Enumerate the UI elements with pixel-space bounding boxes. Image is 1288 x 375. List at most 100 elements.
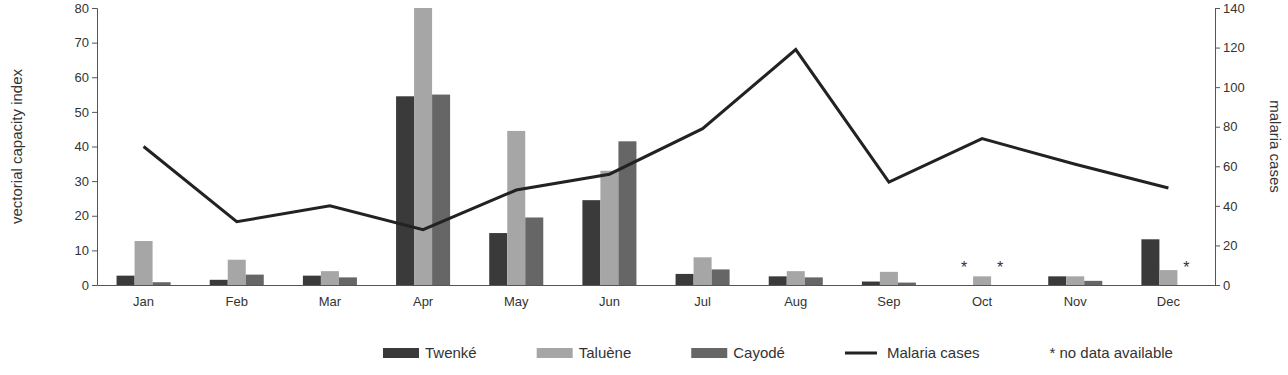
y-tick-label: 60 xyxy=(75,70,89,85)
y-tick: 50 xyxy=(75,105,97,120)
y-tick: 70 xyxy=(75,35,97,50)
bar xyxy=(432,95,450,285)
y-tick: 60 xyxy=(75,70,97,85)
y-tick-mark xyxy=(92,250,97,251)
y-tick-label: 20 xyxy=(75,208,89,223)
bar xyxy=(787,271,805,285)
y-tick: 40 xyxy=(75,139,97,154)
bar xyxy=(898,283,916,285)
bar xyxy=(769,276,787,285)
y2-tick-mark xyxy=(1215,48,1220,49)
x-tick: Aug xyxy=(784,285,807,309)
y2-tick-mark xyxy=(1215,285,1220,286)
x-tick-label: Nov xyxy=(1064,294,1088,309)
y2-tick-label: 80 xyxy=(1223,119,1237,134)
bar xyxy=(600,171,618,285)
y-tick: 10 xyxy=(75,243,97,258)
x-tick-label: Apr xyxy=(413,294,434,309)
bar xyxy=(880,272,898,285)
axis-line xyxy=(1216,9,1221,286)
y-tick-mark xyxy=(92,112,97,113)
annotations-layer: * * * xyxy=(961,259,1190,276)
y-tick-label: 80 xyxy=(75,1,89,16)
bar xyxy=(321,271,339,285)
x-tick: Oct xyxy=(972,285,993,309)
legend-item: Taluène xyxy=(537,344,632,361)
y2-axis: 0 20 40 60 80 100 120 140 xyxy=(1215,1,1245,293)
no-data-symbol: * xyxy=(997,259,1003,276)
x-tick: Jul xyxy=(694,285,711,309)
annotation: * no data available xyxy=(1050,344,1173,361)
x-tick: Feb xyxy=(226,285,248,309)
x-tick-label: Sep xyxy=(877,294,900,309)
bar xyxy=(228,260,246,285)
y-tick-mark xyxy=(92,77,97,78)
y-tick-label: 50 xyxy=(75,105,89,120)
y2-tick-mark xyxy=(1215,206,1220,207)
y2-tick-label: 100 xyxy=(1223,80,1245,95)
bar xyxy=(676,274,694,285)
x-tick-label: Jun xyxy=(599,294,620,309)
bar xyxy=(489,233,507,285)
y-tick: 20 xyxy=(75,208,97,223)
y2-tick-mark xyxy=(1215,87,1220,88)
no-data-symbol: * xyxy=(961,259,967,276)
legend-item: Twenké xyxy=(383,344,477,361)
bar xyxy=(153,282,171,285)
bar xyxy=(1159,270,1177,285)
y2-tick-mark xyxy=(1215,8,1220,9)
y-tick-mark xyxy=(92,8,97,9)
y-tick-label: 0 xyxy=(82,278,89,293)
legend-swatch xyxy=(383,348,419,358)
x-tick: Mar xyxy=(319,285,342,309)
y2-tick: 20 xyxy=(1215,238,1237,253)
x-tick: Dec xyxy=(1157,285,1181,309)
bar xyxy=(135,241,153,285)
axis-line xyxy=(92,9,98,286)
bar xyxy=(339,277,357,285)
x-tick-label: Feb xyxy=(226,294,248,309)
bar xyxy=(862,282,880,285)
y-tick-mark xyxy=(92,43,97,44)
x-tick: Sep xyxy=(877,285,900,309)
legend-label: Malaria cases xyxy=(887,344,980,361)
x-tick: Nov xyxy=(1064,285,1088,309)
y-axis-title: vectorial capacity index xyxy=(8,68,25,224)
bar xyxy=(507,131,525,285)
no-data-symbol: * xyxy=(1183,259,1189,276)
bar-series xyxy=(153,95,1103,285)
legend-item: Malaria cases xyxy=(845,344,980,361)
y-tick-label: 40 xyxy=(75,139,89,154)
bar xyxy=(712,269,730,285)
y2-tick-label: 20 xyxy=(1223,238,1237,253)
y-tick-mark xyxy=(92,147,97,148)
x-tick: Apr xyxy=(413,285,434,309)
y-tick-label: 30 xyxy=(75,174,89,189)
y2-tick: 100 xyxy=(1215,80,1245,95)
x-tick: Jun xyxy=(599,285,620,309)
y2-tick: 120 xyxy=(1215,40,1245,55)
axis-line xyxy=(98,285,1216,286)
y2-tick-mark xyxy=(1215,127,1220,128)
y2-tick: 140 xyxy=(1215,1,1245,16)
y-tick-label: 70 xyxy=(75,35,89,50)
y2-tick: 60 xyxy=(1215,159,1237,174)
bar xyxy=(303,276,321,285)
legend-label: Cayodé xyxy=(733,344,785,361)
legend-swatch xyxy=(537,348,573,358)
y2-tick-label: 140 xyxy=(1223,1,1245,16)
y2-tick-label: 40 xyxy=(1223,199,1237,214)
bar xyxy=(414,8,432,285)
bar xyxy=(246,275,264,285)
x-tick-label: Aug xyxy=(784,294,807,309)
y2-tick-label: 0 xyxy=(1223,278,1230,293)
bar-series xyxy=(117,96,1160,285)
bar xyxy=(1066,276,1084,285)
y2-tick: 80 xyxy=(1215,119,1237,134)
y2-axis-title: malaria cases xyxy=(1267,100,1284,193)
x-tick-label: Jul xyxy=(694,294,711,309)
x-tick-label: Dec xyxy=(1157,294,1181,309)
legend-label: Twenké xyxy=(425,344,477,361)
x-axis: JanFebMarAprMayJunJulAugSepOctNovDec xyxy=(98,285,1216,309)
legend-swatch xyxy=(691,348,727,358)
